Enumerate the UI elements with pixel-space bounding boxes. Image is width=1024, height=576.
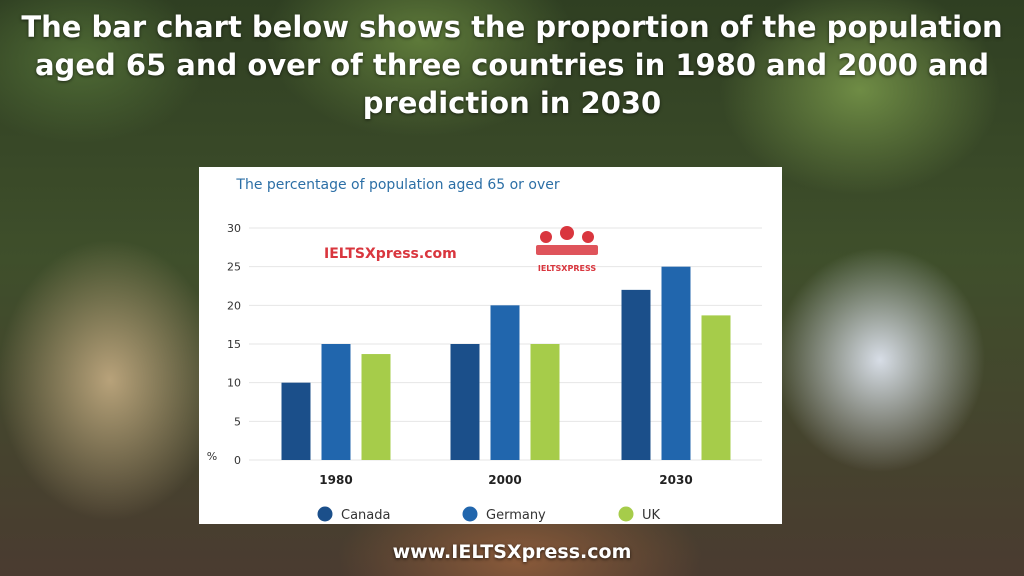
y-tick-label: 0 [234,454,241,467]
bar-uk-1980 [361,354,391,460]
bar-canada-1980 [281,382,311,460]
y-tick-label: 20 [227,299,241,312]
legend-item-germany: Germany [462,506,546,523]
watermark: IELTSXpress.com IELTSXPRESS [324,226,598,273]
legend: Canada Germany UK [317,506,661,523]
y-tick-labels: 0 5 10 15 20 25 30 [227,222,241,467]
x-category-label: 1980 [319,473,352,487]
bar-uk-2030 [701,315,731,460]
x-category-label: 2030 [659,473,692,487]
bar-germany-2030 [661,266,691,460]
x-category-label: 2000 [488,473,521,487]
bar-germany-1980 [321,344,351,460]
y-tick-label: 5 [234,415,241,428]
legend-swatch [317,506,333,522]
watermark-text: IELTSXpress.com [324,246,457,262]
legend-label: Canada [341,508,390,523]
chart-title: The percentage of population aged 65 or … [235,177,559,193]
y-axis-label: % [207,450,217,463]
bar-germany-2000 [490,305,520,460]
footer-url[interactable]: www.IELTSXpress.com [392,541,632,563]
bar-canada-2000 [450,344,480,460]
legend-label: UK [642,508,661,523]
bar-chart: The percentage of population aged 65 or … [207,177,762,523]
legend-label: Germany [486,508,546,523]
legend-item-uk: UK [618,506,661,523]
chart-panel: The percentage of population aged 65 or … [199,167,782,524]
bar-uk-2000 [530,344,560,460]
y-tick-label: 30 [227,222,241,235]
y-tick-label: 10 [227,377,241,390]
logo-icon: IELTSXPRESS [536,226,598,273]
bars [281,266,731,460]
y-tick-label: 25 [227,261,241,274]
legend-item-canada: Canada [317,506,390,523]
legend-swatch [462,506,478,522]
logo-text: IELTSXPRESS [538,264,596,273]
legend-swatch [618,506,634,522]
y-tick-label: 15 [227,338,241,351]
headline-text: The bar chart below shows the proportion… [21,10,1003,120]
bar-canada-2030 [621,289,651,460]
category-labels: 1980 2000 2030 [319,473,692,487]
